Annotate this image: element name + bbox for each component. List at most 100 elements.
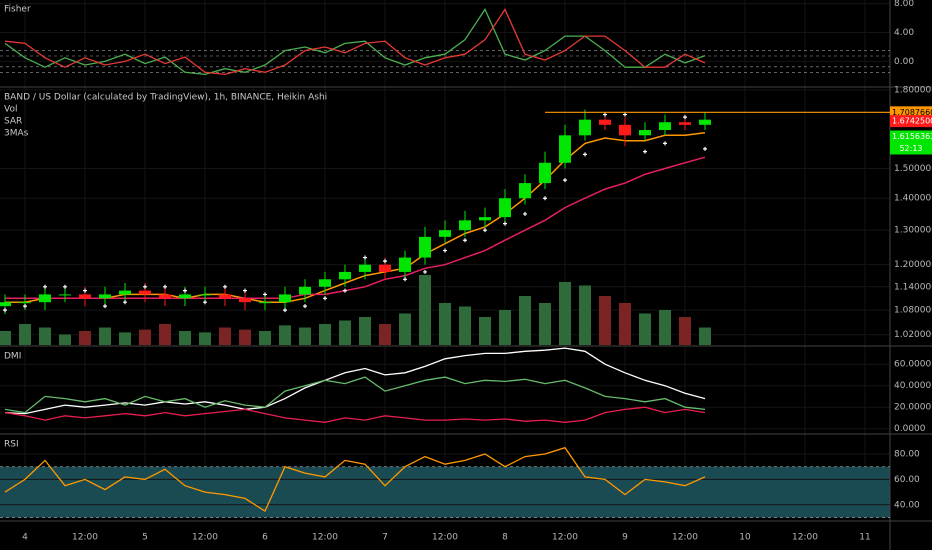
y-tick-label: 1.14000000 — [894, 282, 932, 292]
sar-dot — [443, 248, 447, 253]
sar-dot — [503, 221, 507, 226]
candle-body — [499, 198, 511, 218]
volume-bar — [319, 323, 331, 345]
sar-dot — [403, 277, 407, 282]
sar-dot — [183, 288, 187, 293]
volume-bar — [539, 302, 551, 345]
candle-body — [279, 294, 291, 303]
x-tick-label: 12:00 — [792, 533, 818, 543]
price-label: 1.61563636 — [892, 132, 932, 141]
volume-bar — [639, 313, 651, 345]
countdown: 52:13 — [899, 144, 922, 153]
legend-entry: 3MAs — [4, 129, 29, 139]
candle-body — [79, 294, 91, 299]
candle-body — [219, 294, 231, 299]
volume-bar — [659, 309, 671, 345]
volume-bar — [519, 295, 531, 345]
y-tick-label: 60.00 — [894, 475, 920, 485]
volume-bar — [619, 302, 631, 345]
volume-bar — [419, 274, 431, 345]
candle-body — [559, 135, 571, 163]
x-tick-label: 9 — [622, 533, 628, 543]
y-tick-label: 1.02000000 — [894, 330, 932, 340]
y-tick-label: 0.0000 — [894, 424, 926, 434]
y-tick-label: 40.0000 — [894, 381, 931, 391]
candle-body — [19, 302, 31, 304]
sar-dot — [63, 284, 67, 289]
sar-dot — [363, 255, 367, 260]
sar-dot — [543, 196, 547, 201]
y-tick-label: 1.40000000 — [894, 194, 932, 204]
legend-entry: SAR — [4, 117, 22, 127]
candle-body — [199, 294, 211, 296]
volume-bar — [479, 316, 491, 345]
volume-bar — [599, 295, 611, 345]
indicator-line — [4, 347, 706, 415]
rsi-band — [0, 466, 890, 518]
y-tick-label: 1.80000000 — [894, 85, 932, 95]
y-tick-label: 80.00 — [894, 450, 920, 460]
moving-average — [5, 156, 706, 300]
sar-dot — [43, 284, 47, 289]
grid-layer — [0, 0, 890, 520]
volume-bar — [139, 329, 151, 345]
x-tick-label: 5 — [142, 533, 148, 543]
countdown-box — [890, 142, 932, 155]
x-tick-label: 8 — [502, 533, 508, 543]
candle-body — [439, 230, 451, 237]
sar-dot — [303, 304, 307, 309]
pane-title: DMI — [4, 352, 21, 362]
volume-bar — [399, 313, 411, 345]
sar-dot — [383, 259, 387, 264]
y-tick-label: 20.0000 — [894, 403, 931, 413]
volume-bar — [239, 329, 251, 345]
candle-body — [399, 257, 411, 272]
sar-dot — [263, 292, 267, 297]
candle-body — [119, 290, 131, 295]
candle-body — [0, 302, 11, 307]
y-tick-label: 1.50000000 — [894, 164, 932, 174]
volume-bar — [679, 316, 691, 345]
candle-body — [99, 294, 111, 299]
sar-dot — [223, 284, 227, 289]
sar-dot — [703, 146, 707, 151]
sar-dot — [463, 238, 467, 243]
sar-dot — [483, 228, 487, 233]
candle-body — [319, 279, 331, 287]
volume-bar — [459, 306, 471, 345]
volume-bar — [579, 285, 591, 345]
volume-bar — [19, 323, 31, 345]
sar-dot — [243, 288, 247, 293]
y-tick-label: 1.30000000 — [894, 226, 932, 236]
price-label-box — [890, 115, 932, 128]
candle-body — [539, 162, 551, 184]
indicator-line — [4, 446, 706, 513]
candle-body — [419, 236, 431, 258]
volume-bar — [339, 320, 351, 345]
volume-bar — [0, 330, 11, 345]
volume-bar — [359, 316, 371, 345]
candle-body — [579, 119, 591, 136]
y-tick-label: 1.08000000 — [894, 306, 932, 316]
volume-bar — [39, 327, 51, 345]
candle-body — [599, 119, 611, 125]
moving-average — [5, 131, 706, 303]
price-label: 1.70876600 — [892, 108, 932, 117]
candle-body — [39, 294, 51, 303]
sar-dot — [143, 284, 147, 289]
pane-title: RSI — [4, 440, 19, 450]
price-label: 1.67425000 — [892, 117, 932, 126]
indicator-line — [4, 376, 706, 414]
candle-body — [519, 183, 531, 199]
volume-bar — [259, 330, 271, 345]
volume-bar — [279, 325, 291, 345]
x-tick-label: 7 — [382, 533, 388, 543]
indicator-line — [4, 8, 706, 76]
x-tick-label: 10 — [739, 533, 751, 543]
candle-body — [59, 294, 71, 296]
sar-dot — [603, 112, 607, 117]
candle-body — [639, 130, 651, 136]
pane-title: Fisher — [4, 5, 31, 15]
sar-dot — [3, 308, 7, 313]
